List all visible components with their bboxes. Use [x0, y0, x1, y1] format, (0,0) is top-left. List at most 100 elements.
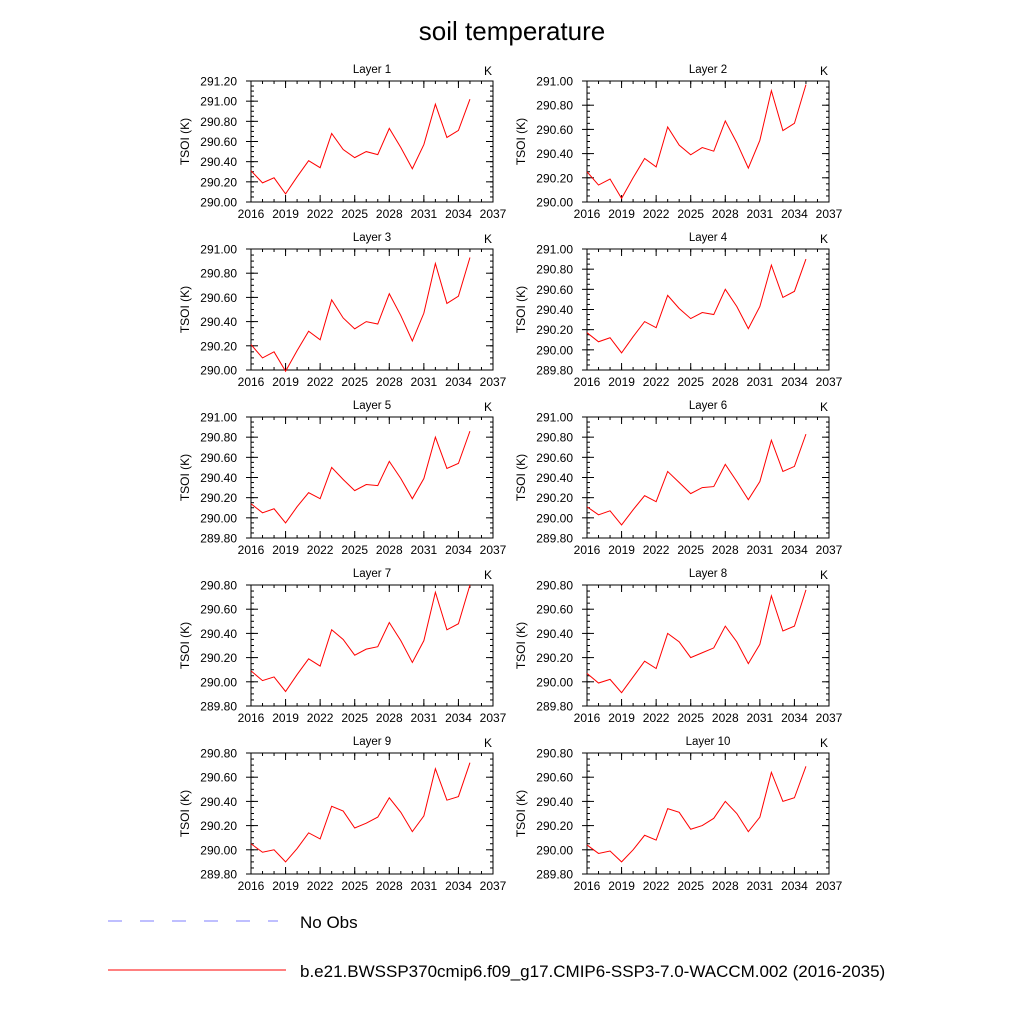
- y-tick-label: 290.60: [536, 451, 573, 465]
- x-tick-label: 2034: [781, 543, 808, 557]
- x-tick-label: 2016: [574, 207, 601, 221]
- y-tick-label: 290.80: [200, 579, 237, 593]
- y-tick-label: 289.80: [536, 700, 573, 714]
- x-tick-label: 2031: [411, 375, 438, 389]
- x-tick-label: 2022: [643, 711, 670, 725]
- x-tick-label: 2031: [411, 879, 438, 893]
- x-tick-label: 2037: [480, 711, 507, 725]
- y-tick-label: 290.20: [536, 819, 573, 833]
- series-line: [586, 84, 807, 200]
- x-tick-label: 2028: [376, 375, 403, 389]
- y-tick-label: 289.80: [200, 532, 237, 546]
- y-tick-label: 290.80: [200, 747, 237, 761]
- x-tick-label: 2028: [712, 879, 739, 893]
- series-line: [250, 257, 471, 373]
- y-axis-label: TSOI (K): [178, 622, 192, 669]
- y-tick-label: 290.40: [200, 155, 237, 169]
- y-axis-label: TSOI (K): [514, 118, 528, 165]
- x-tick-label: 2028: [376, 207, 403, 221]
- series-line: [586, 766, 807, 863]
- series-line: [586, 433, 807, 526]
- x-tick-label: 2025: [341, 543, 368, 557]
- panel-layer-4: 2016 2019 2022 2025 2028 2031 2034 2037 289.80 29…: [514, 232, 843, 389]
- y-tick-label: 290.80: [200, 115, 237, 129]
- x-tick-label: 2022: [307, 375, 334, 389]
- x-tick-label: 2031: [747, 375, 774, 389]
- x-tick-label: 2019: [272, 543, 299, 557]
- legend-series-label: b.e21.BWSSP370cmip6.f09_g17.CMIP6-SSP3-7…: [300, 962, 885, 981]
- panel-title: Layer 7: [353, 568, 391, 580]
- y-tick-label: 290.00: [200, 364, 237, 378]
- y-tick-label: 291.00: [200, 243, 237, 257]
- x-tick-label: 2037: [480, 375, 507, 389]
- x-tick-label: 2022: [643, 375, 670, 389]
- x-tick-label: 2025: [341, 375, 368, 389]
- x-tick-label: 2034: [445, 375, 472, 389]
- plot-frame: [586, 584, 830, 707]
- x-tick-label: 2028: [376, 543, 403, 557]
- units-label: K: [484, 232, 492, 246]
- x-tick-label: 2025: [341, 879, 368, 893]
- legend-no-obs-label: No Obs: [300, 913, 358, 932]
- units-label: K: [820, 232, 828, 246]
- x-tick-label: 2034: [781, 207, 808, 221]
- x-tick-label: 2022: [307, 879, 334, 893]
- panel-layer-2: 2016 2019 2022 2025 2028 2031 2034 2037 290.00 29…: [514, 64, 843, 221]
- x-tick-label: 2031: [411, 543, 438, 557]
- x-tick-label: 2016: [238, 711, 265, 725]
- y-tick-label: 290.20: [536, 651, 573, 665]
- y-tick-label: 289.80: [536, 364, 573, 378]
- series-line: [586, 589, 807, 694]
- y-axis-label: TSOI (K): [178, 118, 192, 165]
- y-tick-label: 290.00: [200, 511, 237, 525]
- y-tick-label: 290.40: [200, 795, 237, 809]
- y-tick-label: 290.60: [536, 123, 573, 137]
- x-tick-label: 2025: [677, 207, 704, 221]
- plot-frame: [250, 584, 494, 707]
- y-tick-label: 291.20: [200, 75, 237, 89]
- panel-title: Layer 4: [689, 232, 728, 244]
- y-tick-label: 290.20: [200, 339, 237, 353]
- units-label: K: [820, 400, 828, 414]
- panel-title: Layer 8: [689, 568, 727, 580]
- x-tick-label: 2016: [574, 879, 601, 893]
- x-tick-label: 2028: [712, 543, 739, 557]
- y-tick-label: 290.40: [536, 147, 573, 161]
- y-tick-label: 290.40: [200, 315, 237, 329]
- plot-frame: [250, 80, 494, 203]
- x-tick-label: 2037: [480, 543, 507, 557]
- series-line: [586, 258, 807, 354]
- x-tick-label: 2031: [411, 207, 438, 221]
- x-tick-label: 2034: [445, 207, 472, 221]
- x-tick-label: 2028: [712, 375, 739, 389]
- panel-title: Layer 6: [689, 400, 727, 412]
- legend: No Obs b.e21.BWSSP370cmip6.f09_g17.CMIP6…: [108, 913, 885, 981]
- panel-layer-9: 2016 2019 2022 2025 2028 2031 2034 2037 289.80 29…: [178, 736, 507, 893]
- y-tick-label: 290.60: [200, 291, 237, 305]
- x-tick-label: 2037: [480, 879, 507, 893]
- panel-layer-8: 2016 2019 2022 2025 2028 2031 2034 2037 289.80 29…: [514, 568, 843, 725]
- plot-frame: [586, 752, 830, 875]
- panel-title: Layer 10: [686, 736, 731, 748]
- y-tick-label: 290.20: [536, 171, 573, 185]
- y-axis-label: TSOI (K): [178, 286, 192, 333]
- panel-layer-5: 2016 2019 2022 2025 2028 2031 2034 2037 289.80 29…: [178, 400, 507, 557]
- x-tick-label: 2022: [643, 879, 670, 893]
- y-tick-label: 291.00: [536, 75, 573, 89]
- y-tick-label: 290.20: [200, 819, 237, 833]
- x-tick-label: 2019: [608, 879, 635, 893]
- y-tick-label: 290.20: [200, 175, 237, 189]
- units-label: K: [484, 400, 492, 414]
- x-tick-label: 2019: [272, 879, 299, 893]
- x-tick-label: 2016: [238, 879, 265, 893]
- units-label: K: [820, 736, 828, 750]
- series-line: [250, 762, 471, 863]
- panel-title: Layer 1: [353, 64, 391, 76]
- y-tick-label: 290.20: [536, 323, 573, 337]
- y-tick-label: 290.00: [536, 343, 573, 357]
- y-tick-label: 291.00: [536, 243, 573, 257]
- x-tick-label: 2022: [307, 207, 334, 221]
- units-label: K: [484, 64, 492, 78]
- x-tick-label: 2034: [445, 543, 472, 557]
